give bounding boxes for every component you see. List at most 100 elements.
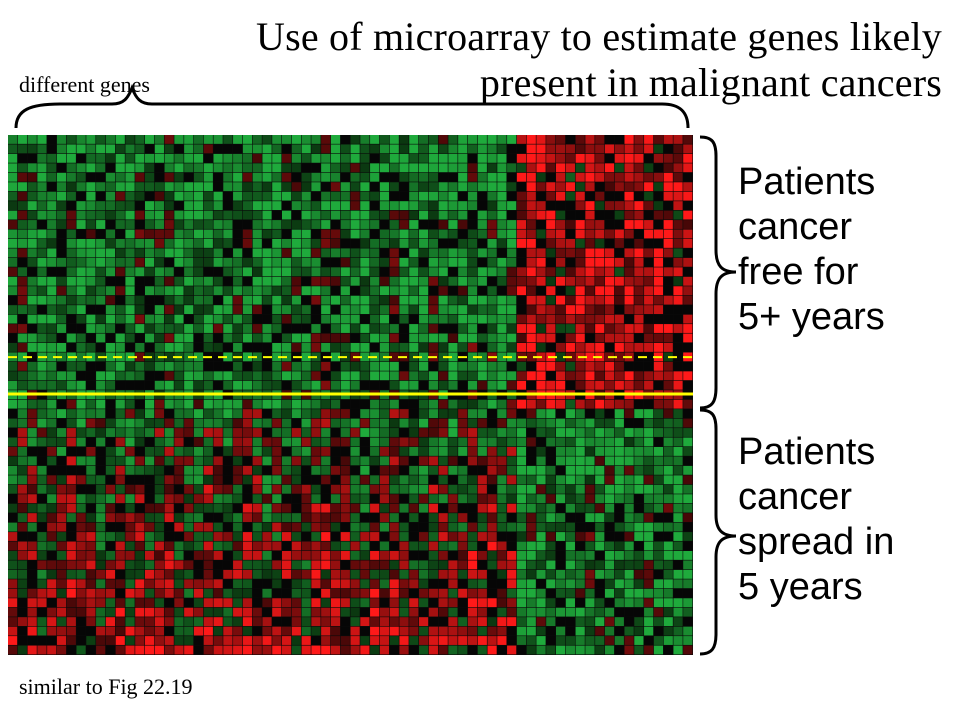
heatmap-cell xyxy=(438,409,448,419)
heatmap-cell xyxy=(282,286,292,296)
heatmap-cell xyxy=(311,248,321,258)
heatmap-cell xyxy=(428,333,438,343)
heatmap-cell xyxy=(565,220,575,229)
heatmap-cell xyxy=(193,636,204,645)
heatmap-cell xyxy=(145,248,155,258)
heatmap-cell xyxy=(575,418,585,428)
heatmap-cell xyxy=(673,380,683,390)
heatmap-cell xyxy=(164,276,174,286)
heatmap-cell xyxy=(379,305,390,315)
heatmap-cell xyxy=(242,267,253,277)
heatmap-cell xyxy=(604,333,615,343)
heatmap-cell xyxy=(145,324,155,333)
heatmap-cell xyxy=(370,191,380,201)
heatmap-cell xyxy=(145,532,155,541)
heatmap-cell xyxy=(252,475,262,485)
heatmap-cell xyxy=(595,182,605,192)
heatmap-cell xyxy=(301,305,311,315)
heatmap-cell xyxy=(47,229,57,239)
heatmap-cell xyxy=(125,484,135,494)
heatmap-cell xyxy=(477,636,487,645)
heatmap-cell xyxy=(565,418,575,428)
heatmap-cell xyxy=(585,380,595,390)
heatmap-cell xyxy=(301,153,311,163)
heatmap-cell xyxy=(604,361,615,371)
heatmap-cell xyxy=(37,343,47,352)
heatmap-cell xyxy=(458,172,468,182)
heatmap-cell xyxy=(145,645,155,655)
heatmap-cell xyxy=(282,569,292,579)
heatmap-cell xyxy=(409,371,419,381)
heatmap-cell xyxy=(360,210,370,220)
heatmap-cell xyxy=(419,503,429,513)
heatmap-cell xyxy=(105,569,116,579)
heatmap-cell xyxy=(409,153,419,163)
heatmap-cell xyxy=(448,437,458,447)
heatmap-cell xyxy=(370,276,380,286)
heatmap-cell xyxy=(634,153,644,163)
heatmap-cell xyxy=(193,352,204,362)
heatmap-cell xyxy=(340,532,350,541)
heatmap-cell xyxy=(262,588,272,598)
heatmap-cell xyxy=(497,361,507,371)
heatmap-cell xyxy=(516,220,527,229)
heatmap-cell xyxy=(115,437,125,447)
heatmap-cell xyxy=(467,579,478,589)
heatmap-cell xyxy=(624,333,634,343)
heatmap-cell xyxy=(76,588,86,598)
heatmap-cell xyxy=(399,636,409,645)
heatmap-cell xyxy=(66,551,76,560)
heatmap-cell xyxy=(624,588,634,598)
heatmap-cell xyxy=(86,541,96,551)
heatmap-cell xyxy=(389,352,399,362)
heatmap-cell xyxy=(164,144,174,154)
heatmap-cell xyxy=(565,257,575,267)
heatmap-cell xyxy=(66,257,76,267)
heatmap-cell xyxy=(350,645,360,655)
heatmap-cell xyxy=(389,343,399,352)
heatmap-cell xyxy=(164,645,174,655)
heatmap-cell xyxy=(340,286,350,296)
heatmap-cell xyxy=(301,626,311,636)
heatmap-cell xyxy=(526,361,536,371)
heatmap-cell xyxy=(291,191,301,201)
heatmap-cell xyxy=(379,569,390,579)
heatmap-cell xyxy=(8,598,18,608)
heatmap-cell xyxy=(663,418,673,428)
heatmap-cell xyxy=(595,447,605,456)
heatmap-cell xyxy=(546,135,556,144)
heatmap-cell xyxy=(242,172,253,182)
heatmap-cell xyxy=(428,607,438,617)
heatmap-cell xyxy=(47,636,57,645)
heatmap-cell xyxy=(624,475,634,485)
heatmap-cell xyxy=(330,229,341,239)
heatmap-cell xyxy=(419,541,429,551)
heatmap-cell xyxy=(96,239,106,248)
heatmap-cell xyxy=(526,153,536,163)
heatmap-cell xyxy=(262,257,272,267)
heatmap-cell xyxy=(673,437,683,447)
heatmap-cell xyxy=(96,257,106,267)
heatmap-cell xyxy=(546,295,556,305)
heatmap-cell xyxy=(135,447,145,456)
heatmap-cell xyxy=(634,588,644,598)
heatmap-cell xyxy=(27,513,37,523)
heatmap-cell xyxy=(487,305,497,315)
heatmap-cell xyxy=(370,541,380,551)
heatmap-cell xyxy=(96,361,106,371)
heatmap-cell xyxy=(145,144,155,154)
heatmap-cell xyxy=(419,239,429,248)
heatmap-cell xyxy=(291,182,301,192)
heatmap-cell xyxy=(340,551,350,560)
heatmap-cell xyxy=(604,541,615,551)
heatmap-cell xyxy=(673,560,683,570)
heatmap-cell xyxy=(448,598,458,608)
heatmap-cell xyxy=(458,343,468,352)
heatmap-cell xyxy=(223,579,233,589)
heatmap-cell xyxy=(556,333,566,343)
heatmap-cell xyxy=(458,513,468,523)
heatmap-cell xyxy=(409,409,419,419)
heatmap-cell xyxy=(379,551,390,560)
heatmap-cell xyxy=(76,229,86,239)
heatmap-cell xyxy=(644,135,654,144)
